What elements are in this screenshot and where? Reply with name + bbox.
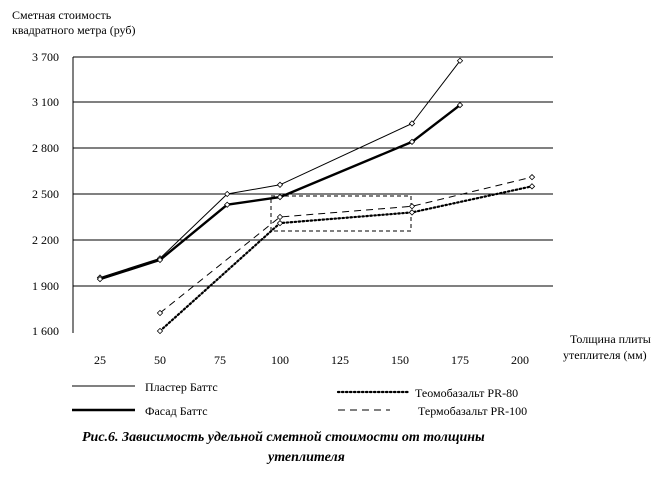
data-point-marker <box>528 183 536 190</box>
x-tick-label: 100 <box>271 353 289 367</box>
y-tick-label: 2 200 <box>32 233 59 247</box>
data-point-marker <box>224 201 231 208</box>
x-tick-label: 25 <box>94 353 106 367</box>
y-axis-label-line-1: Сметная стоимость <box>12 8 112 22</box>
data-point-marker <box>276 181 284 188</box>
y-tick-label: 1 600 <box>32 324 59 338</box>
x-tick-label: 200 <box>511 353 529 367</box>
legend-label-fasad-batts: Фасад Баттс <box>145 404 208 418</box>
legend-layer <box>72 385 412 412</box>
caption-line-2: утеплителя <box>268 450 345 465</box>
data-point-marker <box>276 193 284 201</box>
data-point-marker <box>156 256 164 264</box>
data-point-marker <box>224 190 231 198</box>
y-tick-label: 2 800 <box>32 141 59 155</box>
legend-label-plaster-batts: Пластер Баттс <box>145 380 218 394</box>
data-point-marker <box>408 203 416 210</box>
legend-label-pr100: Термобазальт PR-100 <box>418 404 528 418</box>
data-point-marker <box>276 219 284 227</box>
data-point-marker <box>408 209 416 216</box>
data-point-marker <box>408 138 416 146</box>
y-tick-label: 3 100 <box>32 95 59 109</box>
grid-layer <box>73 56 553 287</box>
caption-line-1: Рис.6. Зависимость удельной сметной стои… <box>82 430 485 445</box>
axis-layer: 3 700 3 100 2 800 2 500 2 200 1 900 1 600 25 50 7… <box>32 50 529 367</box>
x-tick-label: 125 <box>331 353 349 367</box>
y-axis-label-line-2: квадратного метра (руб) <box>12 23 136 37</box>
series-line-2 <box>158 185 534 333</box>
data-point-marker <box>456 57 464 64</box>
x-axis-label-line-1: Толщина плиты <box>570 332 651 346</box>
data-point-marker <box>96 275 104 283</box>
y-tick-label: 2 500 <box>32 187 59 201</box>
data-point-marker <box>156 327 164 335</box>
x-axis-label-line-2: утеплителя (мм) <box>563 348 647 362</box>
x-tick-label: 50 <box>154 353 166 367</box>
x-tick-label: 150 <box>391 353 409 367</box>
y-tick-label: 3 700 <box>32 50 59 64</box>
x-tick-label: 175 <box>451 353 469 367</box>
legend-label-pr80: Теомобазальт PR-80 <box>415 386 519 400</box>
data-point-marker <box>276 213 284 221</box>
data-point-marker <box>528 173 536 181</box>
data-point-marker <box>408 120 416 127</box>
data-point-marker <box>156 309 164 317</box>
y-tick-label: 1 900 <box>32 279 59 293</box>
series-line-3 <box>159 176 533 314</box>
x-tick-label: 75 <box>214 353 226 367</box>
series-line-0 <box>99 60 461 279</box>
series-line-1 <box>99 104 461 281</box>
data-point-marker <box>456 101 464 109</box>
series-layer <box>96 57 536 335</box>
